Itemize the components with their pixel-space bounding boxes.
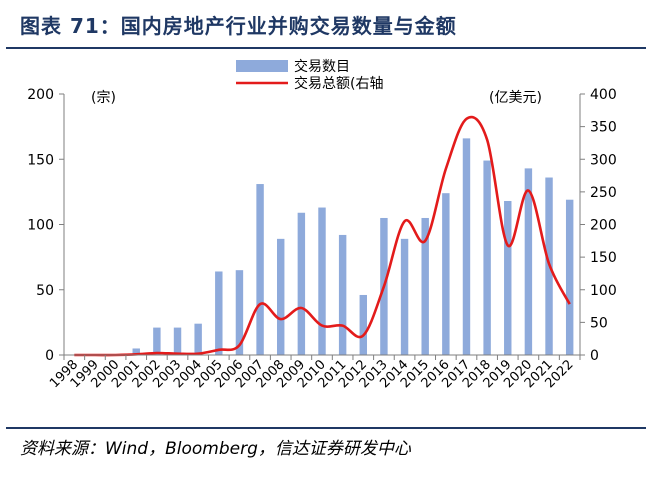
bar-2002 xyxy=(153,327,161,355)
left-tick-label: 200 xyxy=(27,87,54,103)
bar-2017 xyxy=(462,138,471,355)
bar-2012 xyxy=(359,294,367,355)
left-axis-label: (宗) xyxy=(91,90,116,106)
right-tick-label: 300 xyxy=(590,152,617,168)
bar-2015 xyxy=(421,217,429,355)
bar-2010 xyxy=(318,207,326,355)
right-tick-label: 200 xyxy=(590,218,617,234)
source-divider xyxy=(6,427,646,429)
chart: 0501001502000501001502002503003504001998… xyxy=(27,58,616,391)
title-divider xyxy=(6,47,646,49)
bar-2014 xyxy=(400,238,409,355)
bar-2003 xyxy=(173,327,182,355)
right-tick-label: 400 xyxy=(590,87,617,103)
source-note: 资料来源：Wind，Bloomberg，信达证券研发中心 xyxy=(20,439,411,459)
right-tick-label: 100 xyxy=(590,283,617,299)
legend-swatch-bars xyxy=(236,60,288,72)
right-axis-label: (亿美元) xyxy=(489,90,542,106)
right-tick-label: 0 xyxy=(590,348,599,364)
right-tick-label: 350 xyxy=(590,120,617,136)
bar-2022 xyxy=(565,199,574,355)
line-series xyxy=(74,115,571,357)
legend-label-bars: 交易数目 xyxy=(294,58,350,75)
bar-2007 xyxy=(256,184,264,355)
right-tick-label: 150 xyxy=(590,250,617,266)
left-tick-label: 0 xyxy=(45,348,54,364)
right-tick-label: 250 xyxy=(590,185,617,201)
left-tick-label: 150 xyxy=(27,152,54,168)
bar-2005 xyxy=(215,271,223,355)
bar-2016 xyxy=(442,193,450,355)
legend-label-line: 交易总额(右轴 xyxy=(294,75,383,92)
bar-2018 xyxy=(483,160,491,355)
bar-2009 xyxy=(297,212,306,355)
bar-2006 xyxy=(235,270,244,355)
bar-2004 xyxy=(194,323,202,355)
bar-2019 xyxy=(504,201,512,355)
bar-2008 xyxy=(277,238,285,355)
line-total-amount xyxy=(74,115,571,357)
left-tick-label: 50 xyxy=(36,283,54,299)
right-tick-label: 50 xyxy=(590,315,608,331)
figure-title: 图表 71：国内房地产行业并购交易数量与金额 xyxy=(20,14,457,38)
bar-2020 xyxy=(524,168,533,355)
left-tick-label: 100 xyxy=(27,218,54,234)
axes: 0501001502000501001502002503003504001998… xyxy=(27,87,616,391)
bar-2001 xyxy=(132,348,140,355)
bar-2011 xyxy=(338,234,347,355)
